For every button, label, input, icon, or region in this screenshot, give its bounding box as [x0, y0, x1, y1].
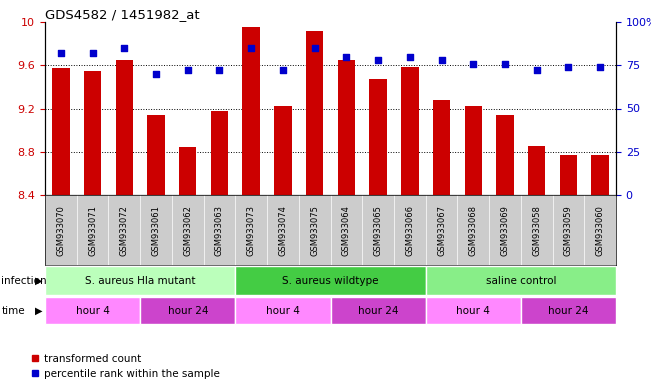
Bar [401, 68, 419, 195]
Text: hour 24: hour 24 [167, 306, 208, 316]
Text: hour 24: hour 24 [358, 306, 398, 316]
Bar [369, 79, 387, 195]
Text: S. aureus wildtype: S. aureus wildtype [283, 275, 379, 285]
Text: GSM933074: GSM933074 [279, 205, 288, 257]
Point [87, 50, 98, 56]
Text: hour 24: hour 24 [548, 306, 589, 316]
Bar [496, 115, 514, 195]
Text: GSM933075: GSM933075 [310, 205, 319, 257]
Text: GSM933062: GSM933062 [183, 205, 192, 257]
Point [405, 53, 415, 60]
Point [246, 45, 256, 51]
Text: GSM933064: GSM933064 [342, 205, 351, 257]
Bar [528, 146, 546, 195]
Point [373, 57, 383, 63]
Text: GSM933058: GSM933058 [533, 205, 541, 257]
Bar [521, 296, 616, 324]
Point [182, 67, 193, 73]
Bar [179, 147, 197, 195]
Bar [52, 68, 70, 195]
Point [278, 67, 288, 73]
Point [500, 60, 510, 66]
Text: GSM933067: GSM933067 [437, 205, 446, 257]
Bar [331, 296, 426, 324]
Text: hour 4: hour 4 [266, 306, 300, 316]
Text: GSM933072: GSM933072 [120, 205, 129, 257]
Bar [433, 100, 450, 195]
Text: GSM933061: GSM933061 [152, 205, 161, 257]
Text: hour 4: hour 4 [76, 306, 109, 316]
Text: saline control: saline control [486, 275, 556, 285]
Bar [45, 296, 140, 324]
Point [214, 67, 225, 73]
Text: GSM933060: GSM933060 [596, 205, 605, 257]
Bar [591, 155, 609, 195]
Text: time: time [1, 306, 25, 316]
Bar [306, 31, 324, 195]
Point [55, 50, 66, 56]
Bar [426, 266, 616, 295]
Text: infection: infection [1, 275, 47, 285]
Text: GSM933073: GSM933073 [247, 205, 256, 257]
Bar [45, 266, 235, 295]
Legend: transformed count, percentile rank within the sample: transformed count, percentile rank withi… [31, 354, 219, 379]
Point [531, 67, 542, 73]
Bar [274, 106, 292, 195]
Bar [84, 71, 102, 195]
Point [309, 45, 320, 51]
Bar [147, 115, 165, 195]
Text: hour 4: hour 4 [456, 306, 490, 316]
Bar [242, 27, 260, 195]
Text: GSM933059: GSM933059 [564, 205, 573, 256]
Bar [465, 106, 482, 195]
Text: GSM933065: GSM933065 [374, 205, 383, 257]
Bar [560, 155, 577, 195]
Text: S. aureus Hla mutant: S. aureus Hla mutant [85, 275, 195, 285]
Point [595, 64, 605, 70]
Bar [116, 60, 133, 195]
Text: GSM933071: GSM933071 [88, 205, 97, 257]
Bar [235, 266, 426, 295]
Text: GSM933066: GSM933066 [406, 205, 414, 257]
Text: ▶: ▶ [35, 306, 43, 316]
Text: GSM933069: GSM933069 [501, 205, 510, 257]
Point [563, 64, 574, 70]
Point [468, 60, 478, 66]
Text: GSM933070: GSM933070 [57, 205, 65, 257]
Point [151, 71, 161, 77]
Bar [211, 111, 229, 195]
Bar [338, 60, 355, 195]
Text: GDS4582 / 1451982_at: GDS4582 / 1451982_at [45, 8, 200, 21]
Bar [235, 296, 331, 324]
Text: ▶: ▶ [35, 275, 43, 285]
Point [436, 57, 447, 63]
Point [341, 53, 352, 60]
Bar [140, 296, 235, 324]
Text: GSM933063: GSM933063 [215, 205, 224, 257]
Text: GSM933068: GSM933068 [469, 205, 478, 257]
Point [119, 45, 130, 51]
Bar [426, 296, 521, 324]
